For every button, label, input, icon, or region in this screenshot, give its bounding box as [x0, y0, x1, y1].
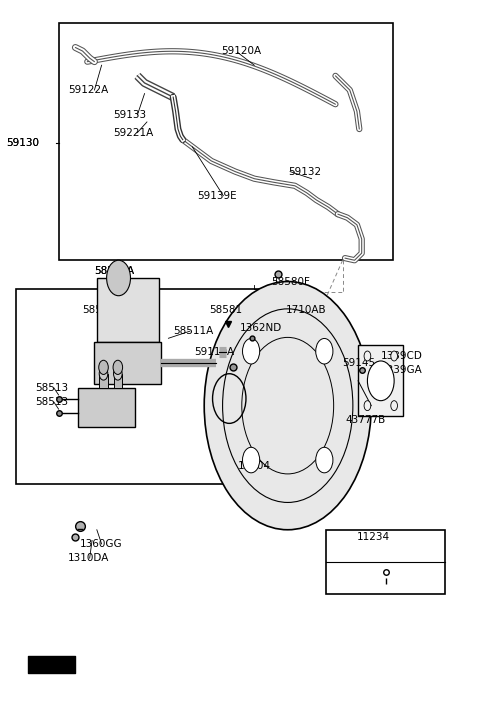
Text: 58510A: 58510A [95, 266, 134, 276]
Polygon shape [114, 374, 122, 388]
Text: 59130: 59130 [6, 138, 39, 148]
Text: 1339GA: 1339GA [381, 365, 422, 375]
Circle shape [204, 281, 371, 530]
Text: 17104: 17104 [238, 461, 271, 471]
Circle shape [99, 360, 108, 375]
Text: 59130: 59130 [6, 138, 39, 148]
Circle shape [107, 261, 131, 295]
Circle shape [316, 447, 333, 473]
Text: 43777B: 43777B [345, 415, 385, 425]
Text: 1339CD: 1339CD [381, 351, 423, 361]
Text: 58513: 58513 [35, 397, 68, 407]
Text: 59110A: 59110A [195, 347, 235, 357]
Text: 58531A: 58531A [83, 305, 123, 315]
Circle shape [391, 401, 397, 411]
Circle shape [114, 367, 122, 380]
Text: 59122A: 59122A [68, 85, 108, 95]
Polygon shape [97, 278, 159, 342]
Text: 59120A: 59120A [221, 46, 261, 56]
Circle shape [242, 447, 260, 473]
Text: 59133: 59133 [114, 110, 147, 120]
Circle shape [364, 351, 371, 361]
Text: 59139E: 59139E [197, 192, 237, 201]
Text: 58581: 58581 [209, 305, 242, 315]
Text: 11234: 11234 [357, 532, 390, 542]
Text: 1360GG: 1360GG [80, 539, 123, 549]
Text: 59132: 59132 [288, 167, 321, 177]
Circle shape [364, 401, 371, 411]
Text: 1362ND: 1362ND [240, 323, 282, 333]
Circle shape [391, 351, 397, 361]
Text: 58511A: 58511A [173, 326, 214, 336]
Text: 59221A: 59221A [114, 127, 154, 137]
Polygon shape [78, 388, 135, 427]
Text: 1310DA: 1310DA [68, 553, 109, 563]
Circle shape [113, 360, 122, 375]
Circle shape [99, 367, 108, 380]
Text: FR.: FR. [28, 658, 51, 671]
Text: 1710AB: 1710AB [285, 305, 326, 315]
Polygon shape [95, 342, 161, 384]
Circle shape [242, 338, 260, 364]
Text: 58510A: 58510A [95, 266, 134, 276]
Text: 58513: 58513 [35, 383, 68, 393]
Text: 59145: 59145 [343, 358, 376, 368]
Text: 58580F: 58580F [271, 276, 310, 286]
Circle shape [316, 338, 333, 364]
Circle shape [367, 361, 394, 401]
Polygon shape [358, 345, 404, 417]
Polygon shape [99, 374, 108, 388]
